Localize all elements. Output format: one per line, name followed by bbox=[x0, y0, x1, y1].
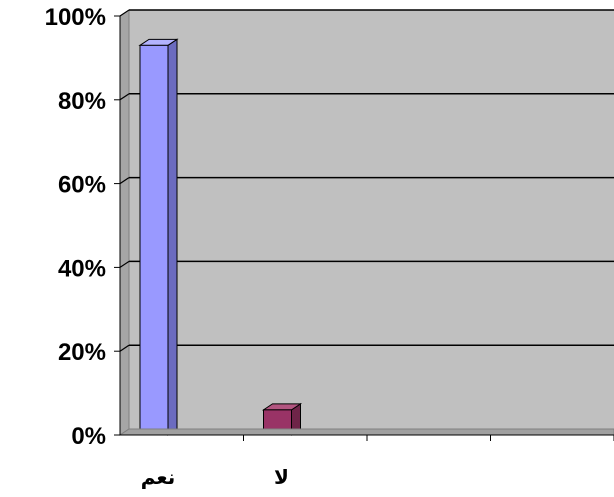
x-axis-category-labels: نعم لا bbox=[141, 465, 289, 489]
x-category-label-0: نعم bbox=[141, 465, 175, 489]
bars bbox=[138, 38, 303, 436]
gridline-side-5 bbox=[119, 9, 130, 17]
y-tick-label-1: 20% bbox=[58, 339, 106, 366]
gridline-side-1 bbox=[119, 344, 130, 352]
y-axis-tick-labels: 0% 20% 40% 60% 80% 100% bbox=[45, 4, 106, 450]
plot-floor bbox=[118, 428, 614, 436]
plot-back-wall bbox=[129, 10, 614, 429]
y-tick-label-4: 80% bbox=[58, 88, 106, 115]
y-tick-label-0: 0% bbox=[71, 423, 106, 450]
gridline-side-4 bbox=[119, 93, 130, 101]
plot-side-wall bbox=[119, 9, 130, 436]
gridlines bbox=[119, 9, 614, 352]
plot-area bbox=[118, 9, 614, 436]
x-category-label-1: لا bbox=[274, 465, 289, 489]
bar-side-0 bbox=[167, 38, 178, 436]
y-tick-label-3: 60% bbox=[58, 172, 106, 199]
bar-front-0 bbox=[139, 44, 169, 436]
gridline-side-3 bbox=[119, 177, 130, 185]
bar-0 bbox=[138, 38, 179, 436]
axes bbox=[114, 15, 614, 441]
y-tick-label-5: 100% bbox=[45, 4, 106, 31]
y-tick-label-2: 40% bbox=[58, 255, 106, 282]
gridline-side-2 bbox=[119, 260, 130, 268]
